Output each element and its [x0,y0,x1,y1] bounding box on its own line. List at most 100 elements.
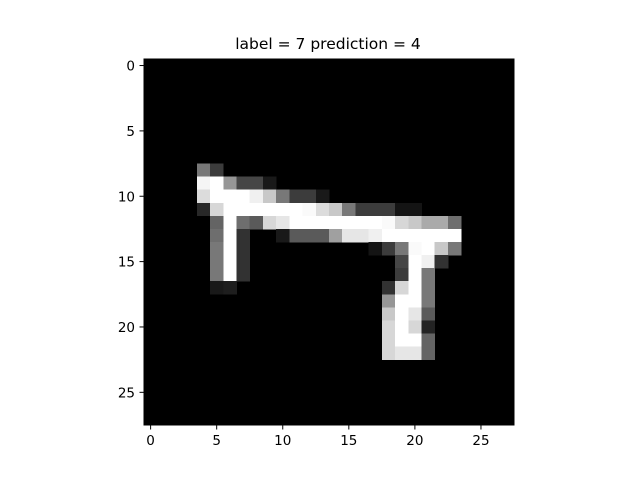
image-pixel [434,255,449,269]
image-pixel [368,215,383,230]
image-pixel [381,333,396,347]
image-pixel [276,215,290,230]
image-pixel [223,189,237,204]
image-pixel [236,242,251,256]
image-pixel [315,228,330,243]
image-pixel [421,215,436,230]
image-pixel [262,202,277,217]
image-pixel [223,202,237,217]
image-pixel [210,163,224,177]
image-pixel [262,176,277,191]
image-pixel [395,242,409,256]
image-pixel [381,215,396,230]
image-pixel [223,242,237,256]
image-pixel [210,215,224,230]
image-pixel [408,346,422,360]
y-tick-label: 25 [118,385,135,401]
image-pixel [236,176,251,191]
image-pixel [210,281,224,295]
image-pixel [315,215,330,230]
image-pixel [223,268,237,282]
y-tick-label: 0 [126,59,135,75]
image-pixel [395,255,409,269]
image-pixel [210,228,224,243]
image-pixel [236,268,251,282]
image-pixel [223,215,237,230]
image-pixel [223,228,237,243]
image-pixel [223,281,237,295]
image-pixel [315,189,330,204]
image-pixel [421,228,436,243]
image-pixel [381,242,396,256]
image-pixel [355,202,369,217]
x-axis: 0 5 10 15 20 25 [146,425,490,449]
image-pixel [302,215,317,230]
image-pixel [289,189,303,204]
y-tick-label: 5 [126,124,135,140]
image-pixel [289,215,303,230]
y-tick-label: 15 [118,255,135,271]
image-pixel [395,307,409,321]
image-pixel [302,228,317,243]
x-tick-label: 5 [212,433,221,449]
image-pixel [408,281,422,295]
image-pixel [421,281,436,295]
image-pixel [210,176,224,191]
image-pixel [289,202,303,217]
image-pixel [329,228,343,243]
y-axis: 0 5 10 15 20 25 [118,59,144,401]
image-pixel [249,176,264,191]
y-tick-label: 10 [118,189,135,205]
plot-area [143,58,515,426]
image-pixel [408,228,422,243]
image-pixel [223,176,237,191]
image-pixel [196,163,211,177]
image-pixel [236,202,251,217]
image-pixel [434,242,449,256]
image-pixel [434,215,449,230]
image-pixel [236,189,251,204]
image-pixel [408,202,422,217]
axes-frame [143,58,515,426]
x-tick-label: 20 [406,433,423,449]
x-tick-label: 25 [472,433,489,449]
image-pixel [408,294,422,308]
image-pixel [368,228,383,243]
x-tick-label: 10 [274,433,291,449]
image-pixel [368,202,383,217]
image-pixel [329,215,343,230]
image-pixel [249,189,264,204]
image-pixel [408,320,422,334]
image-pixel [210,255,224,269]
image-pixel [236,228,251,243]
image-pixel [408,333,422,347]
image-pixel [210,268,224,282]
image-pixel [421,320,436,334]
image-pixel [408,255,422,269]
image-pixel [342,215,356,230]
y-tick-label: 20 [118,320,135,336]
image-pixel [196,189,211,204]
image-pixel [381,307,396,321]
image-pixel [434,228,449,243]
image-pixel [408,242,422,256]
image-pixel [355,215,369,230]
image-pixel [262,215,277,230]
image-pixel [395,215,409,230]
image-pixel [196,202,211,217]
image-pixel [447,228,462,243]
image-pixel [408,307,422,321]
image-pixel [289,228,303,243]
image-pixel [395,228,409,243]
image-pixel [381,294,396,308]
image-pixel [421,242,436,256]
image-pixel [421,268,436,282]
image-pixel [249,215,264,230]
image-pixel [395,320,409,334]
image-pixel [236,215,251,230]
image-pixel [408,268,422,282]
chart-title: label = 7 prediction = 4 [235,35,421,53]
image-pixel [421,307,436,321]
